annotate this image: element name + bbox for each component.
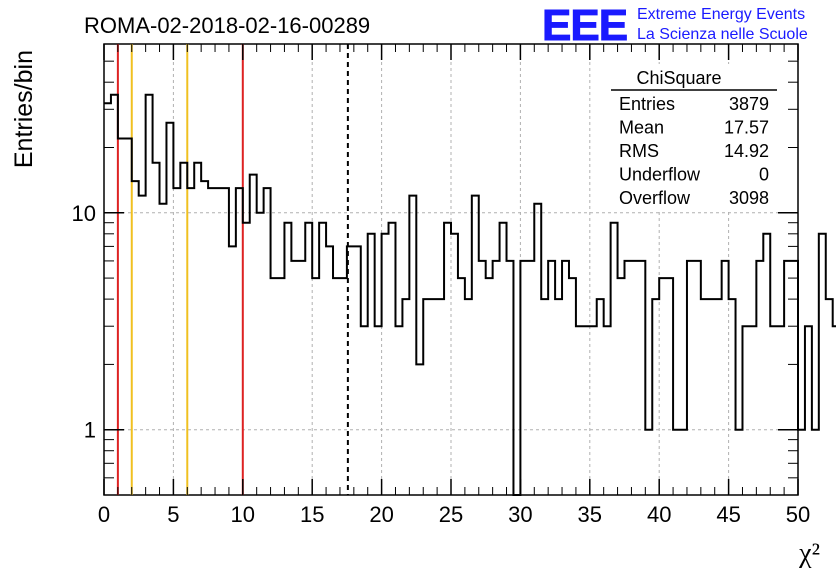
reference-lines [116, 44, 349, 495]
stats-title: ChiSquare [636, 68, 721, 88]
y-axis-title: Entries/bin [10, 50, 38, 168]
stats-box: ChiSquare Entries 3879 Mean 17.57 RMS 14.92 Un… [611, 64, 779, 210]
x-tick-label: 35 [578, 502, 602, 527]
stats-label-mean: Mean [619, 118, 664, 138]
stats-value-mean: 17.57 [724, 118, 769, 138]
logo-line-1: Extreme Energy Events [637, 6, 805, 23]
stats-label-entries: Entries [619, 94, 675, 114]
x-tick-label: 20 [369, 502, 393, 527]
stats-value-entries: 3879 [729, 94, 769, 114]
histogram-line [104, 93, 836, 496]
y-tick-label: 1 [84, 418, 96, 443]
stats-label-underflow: Underflow [619, 165, 701, 185]
logo-line-2: La Scienza nelle Scuole [637, 26, 808, 43]
eee-logo: EEE [542, 1, 627, 50]
stats-label-rms: RMS [619, 141, 659, 161]
x-tick-label: 0 [98, 502, 110, 527]
stats-label-overflow: Overflow [619, 188, 691, 208]
x-tick-label: 10 [231, 502, 255, 527]
stats-value-underflow: 0 [759, 165, 769, 185]
run-title: ROMA-02-2018-02-16-00289 [84, 13, 370, 38]
stats-value-rms: 14.92 [724, 141, 769, 161]
x-tick-label: 40 [647, 502, 671, 527]
axis-ticks: 0 5 10 15 20 25 30 35 40 45 50 1 10 [72, 43, 810, 527]
x-tick-label: 15 [300, 502, 324, 527]
x-tick-label: 30 [508, 502, 532, 527]
x-tick-label: 45 [716, 502, 740, 527]
y-tick-label: 10 [72, 201, 96, 226]
stats-value-overflow: 3098 [729, 188, 769, 208]
x-tick-label: 50 [786, 502, 810, 527]
x-tick-label: 25 [439, 502, 463, 527]
x-tick-label: 5 [167, 502, 179, 527]
x-axis-title: χ² [798, 538, 820, 569]
